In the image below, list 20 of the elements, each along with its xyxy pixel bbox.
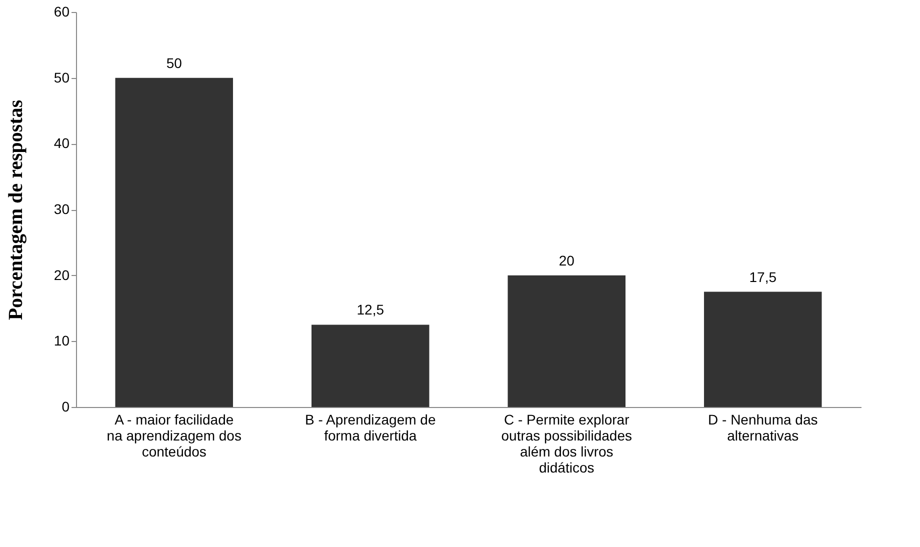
y-tick-label: 30 [54,201,70,217]
data-label: 12,5 [356,302,384,318]
bar [508,275,626,407]
y-tick-label: 40 [54,135,70,152]
y-tick-label: 10 [54,332,70,349]
data-label: 20 [558,252,575,268]
data-label: 50 [166,54,182,71]
y-tick-label: 0 [62,398,70,414]
bar [312,324,430,407]
x-tick-label: D - Nenhuma das alternativas [708,412,818,444]
x-tick-label: A - maior facilidade na aprendizagem dos conteúdos [106,412,242,460]
x-tick-label: B - Aprendizagem de forma divertida [305,412,436,444]
y-axis-title: Porcentagem de respostas [4,100,27,320]
x-tick-label: C - Permite explorar outras possibilidades além dos livros didáticos [501,412,632,476]
y-tick-label: 60 [54,4,70,20]
y-tick-label: 50 [54,69,70,86]
y-tick-label: 20 [54,266,70,283]
bar [704,292,822,407]
bar [115,78,233,407]
data-label: 17,5 [749,268,777,285]
